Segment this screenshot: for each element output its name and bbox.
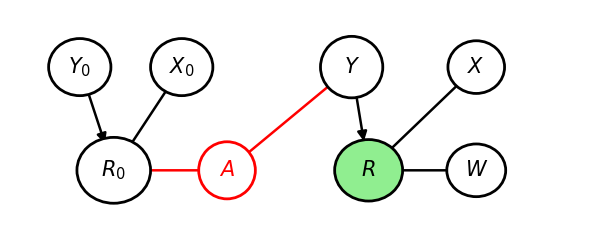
Ellipse shape	[335, 140, 402, 201]
Ellipse shape	[320, 36, 383, 98]
Text: $Y$: $Y$	[343, 57, 360, 77]
Ellipse shape	[448, 41, 504, 93]
Text: $R_0$: $R_0$	[101, 159, 126, 182]
Text: $W$: $W$	[464, 160, 488, 180]
Text: $X$: $X$	[467, 57, 485, 77]
Ellipse shape	[447, 144, 506, 197]
Ellipse shape	[48, 39, 111, 96]
Text: $A$: $A$	[219, 160, 235, 180]
Ellipse shape	[199, 142, 255, 199]
Text: $R$: $R$	[361, 160, 376, 180]
Ellipse shape	[77, 137, 150, 203]
Text: $Y_0$: $Y_0$	[68, 55, 91, 79]
Ellipse shape	[150, 39, 213, 96]
Text: $X_0$: $X_0$	[169, 55, 195, 79]
